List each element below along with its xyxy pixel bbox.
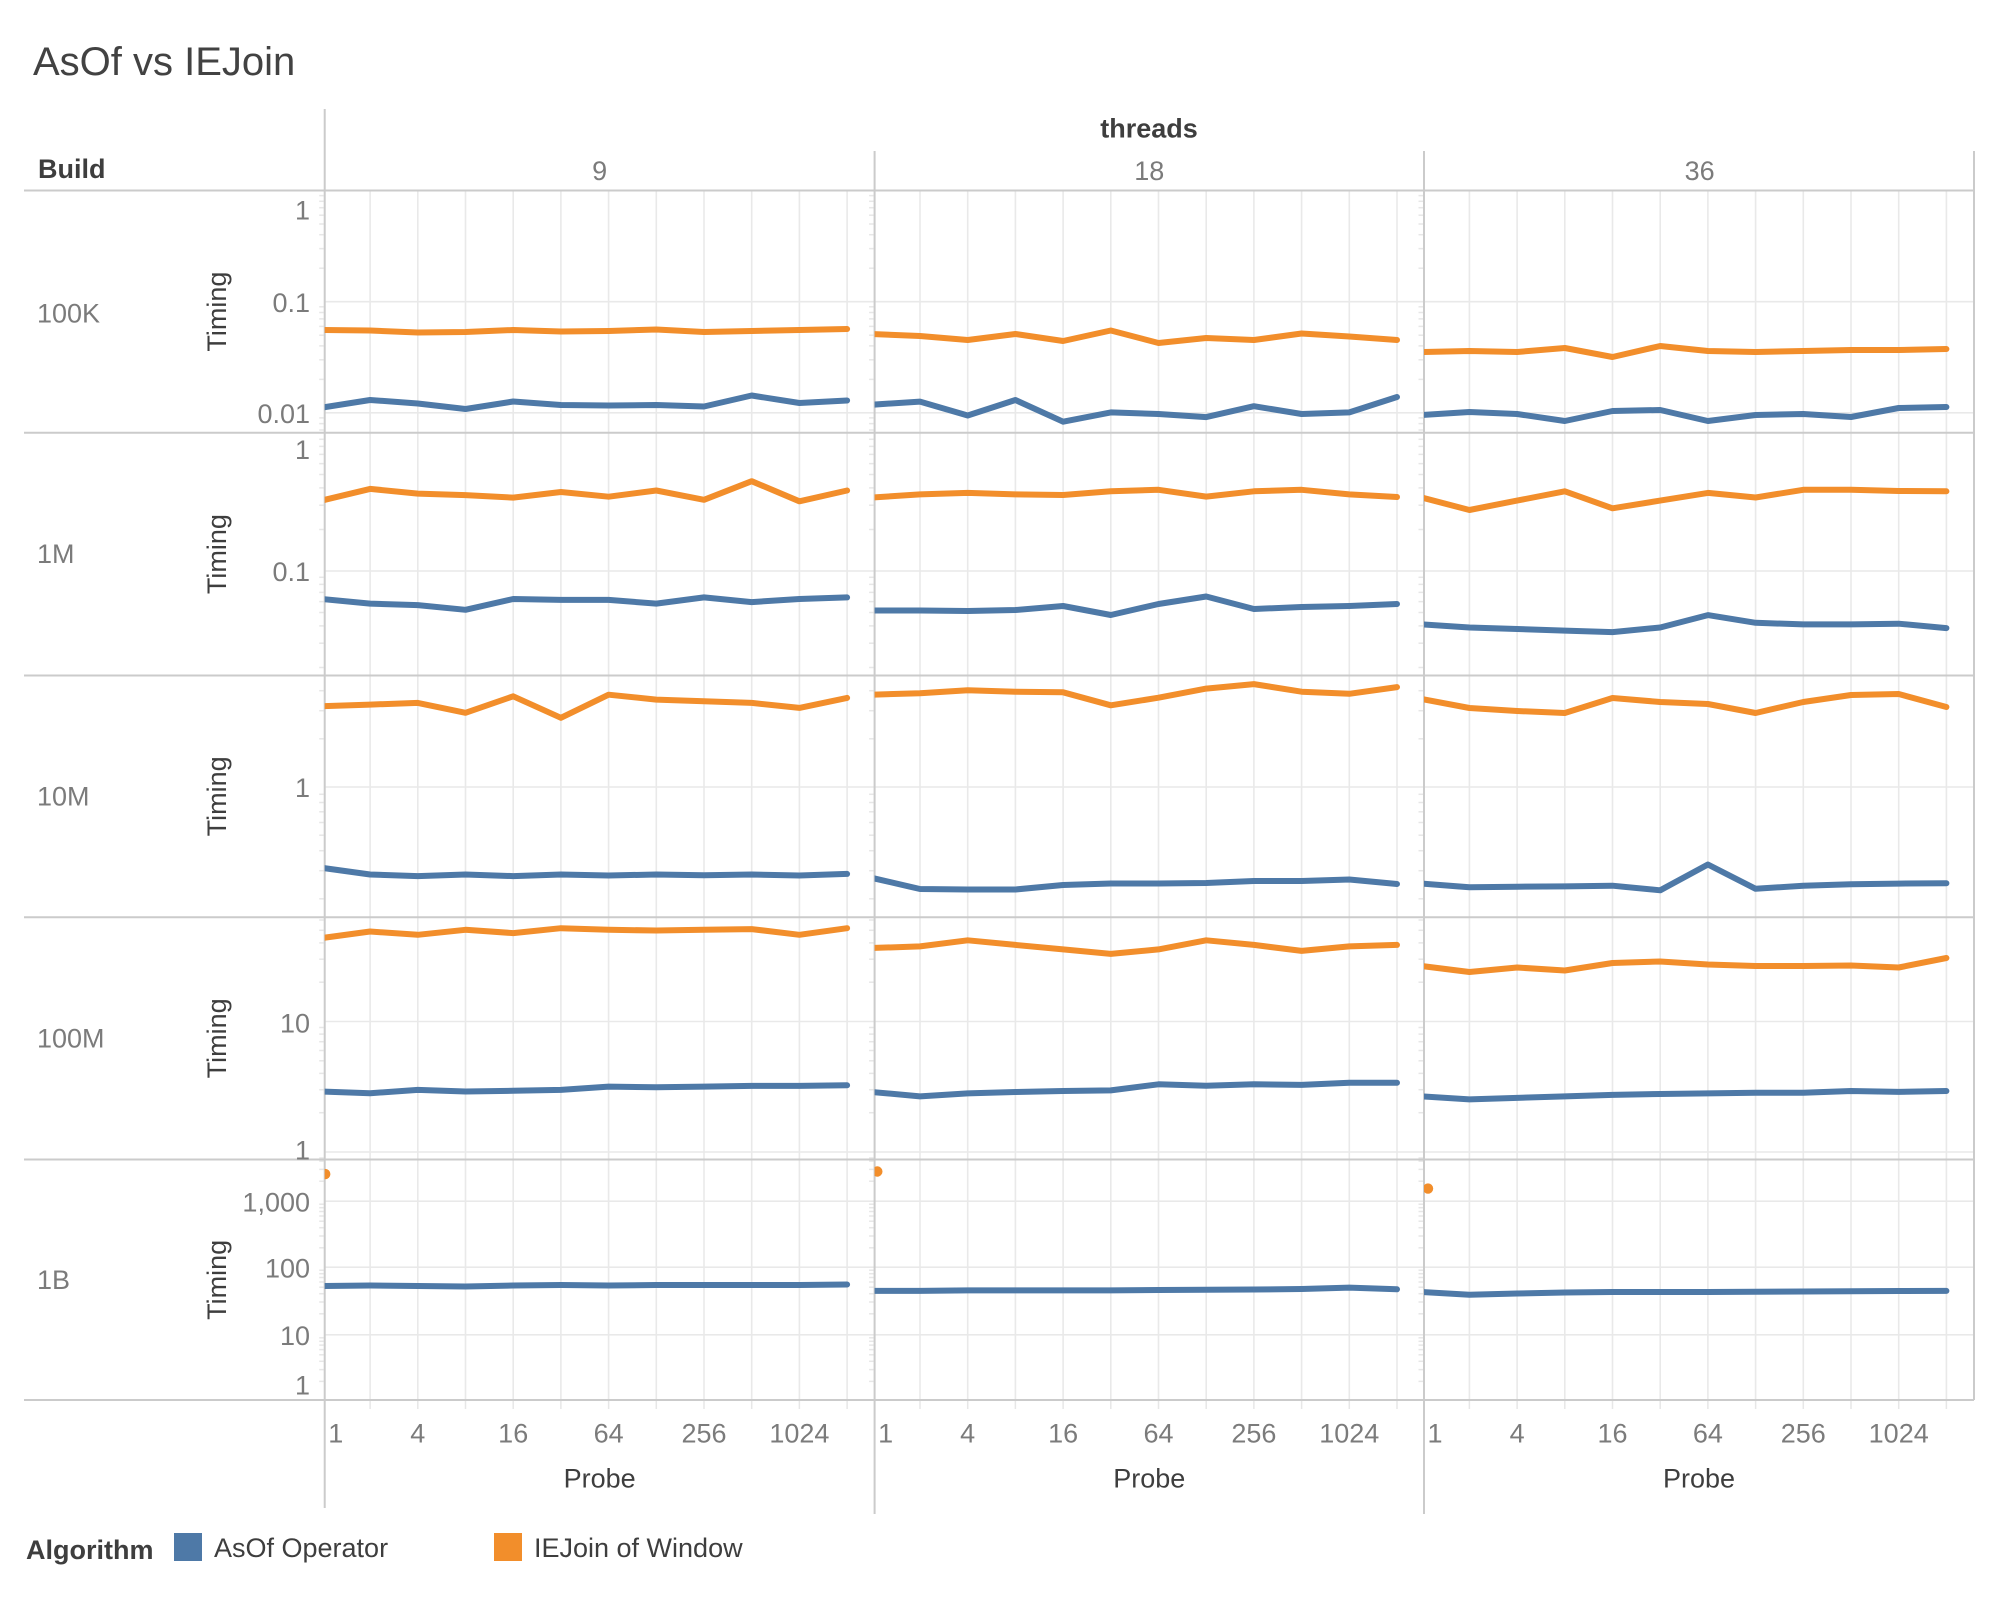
svg-text:256: 256	[681, 1419, 726, 1449]
svg-text:1: 1	[295, 1371, 310, 1401]
svg-text:1024: 1024	[769, 1419, 829, 1449]
svg-text:64: 64	[1693, 1419, 1723, 1449]
svg-text:10: 10	[280, 1009, 310, 1039]
svg-text:64: 64	[594, 1419, 624, 1449]
svg-text:Build: Build	[38, 154, 106, 184]
svg-text:9: 9	[592, 156, 607, 186]
svg-text:1: 1	[295, 1136, 310, 1166]
svg-text:1024: 1024	[1319, 1419, 1379, 1449]
svg-text:1M: 1M	[37, 539, 75, 569]
svg-text:100: 100	[265, 1254, 310, 1284]
svg-text:100M: 100M	[37, 1024, 105, 1054]
svg-text:1: 1	[878, 1419, 893, 1449]
svg-text:16: 16	[498, 1419, 528, 1449]
svg-text:AsOf Operator: AsOf Operator	[214, 1533, 388, 1563]
svg-text:Timing: Timing	[202, 998, 232, 1078]
svg-text:Probe: Probe	[564, 1464, 636, 1494]
svg-text:0.1: 0.1	[272, 288, 310, 318]
svg-text:1: 1	[295, 196, 310, 226]
svg-text:IEJoin of Window: IEJoin of Window	[534, 1533, 743, 1563]
svg-text:18: 18	[1134, 156, 1164, 186]
svg-text:256: 256	[1781, 1419, 1826, 1449]
svg-text:Probe: Probe	[1113, 1464, 1185, 1494]
svg-text:1: 1	[295, 773, 310, 803]
svg-text:Timing: Timing	[202, 514, 232, 594]
svg-text:AsOf vs IEJoin: AsOf vs IEJoin	[33, 40, 295, 84]
svg-text:1: 1	[1428, 1419, 1443, 1449]
svg-text:Timing: Timing	[202, 272, 232, 352]
svg-text:4: 4	[960, 1419, 975, 1449]
svg-text:64: 64	[1143, 1419, 1173, 1449]
svg-text:0.01: 0.01	[257, 399, 310, 429]
svg-text:10M: 10M	[37, 782, 90, 812]
svg-text:100K: 100K	[37, 299, 100, 329]
svg-text:threads: threads	[1100, 114, 1198, 144]
svg-text:1: 1	[328, 1419, 343, 1449]
svg-text:Probe: Probe	[1663, 1464, 1735, 1494]
svg-text:16: 16	[1597, 1419, 1627, 1449]
svg-text:256: 256	[1231, 1419, 1276, 1449]
svg-text:4: 4	[410, 1419, 425, 1449]
svg-text:4: 4	[1510, 1419, 1525, 1449]
svg-text:1024: 1024	[1869, 1419, 1929, 1449]
svg-text:0.1: 0.1	[272, 557, 310, 587]
svg-text:Timing: Timing	[202, 756, 232, 836]
svg-text:10: 10	[280, 1321, 310, 1351]
svg-text:36: 36	[1685, 156, 1715, 186]
svg-text:1: 1	[295, 435, 310, 465]
svg-text:Timing: Timing	[202, 1240, 232, 1320]
svg-text:1,000: 1,000	[242, 1188, 310, 1218]
svg-text:16: 16	[1048, 1419, 1078, 1449]
svg-text:Algorithm: Algorithm	[26, 1535, 154, 1565]
svg-text:1B: 1B	[37, 1265, 70, 1295]
